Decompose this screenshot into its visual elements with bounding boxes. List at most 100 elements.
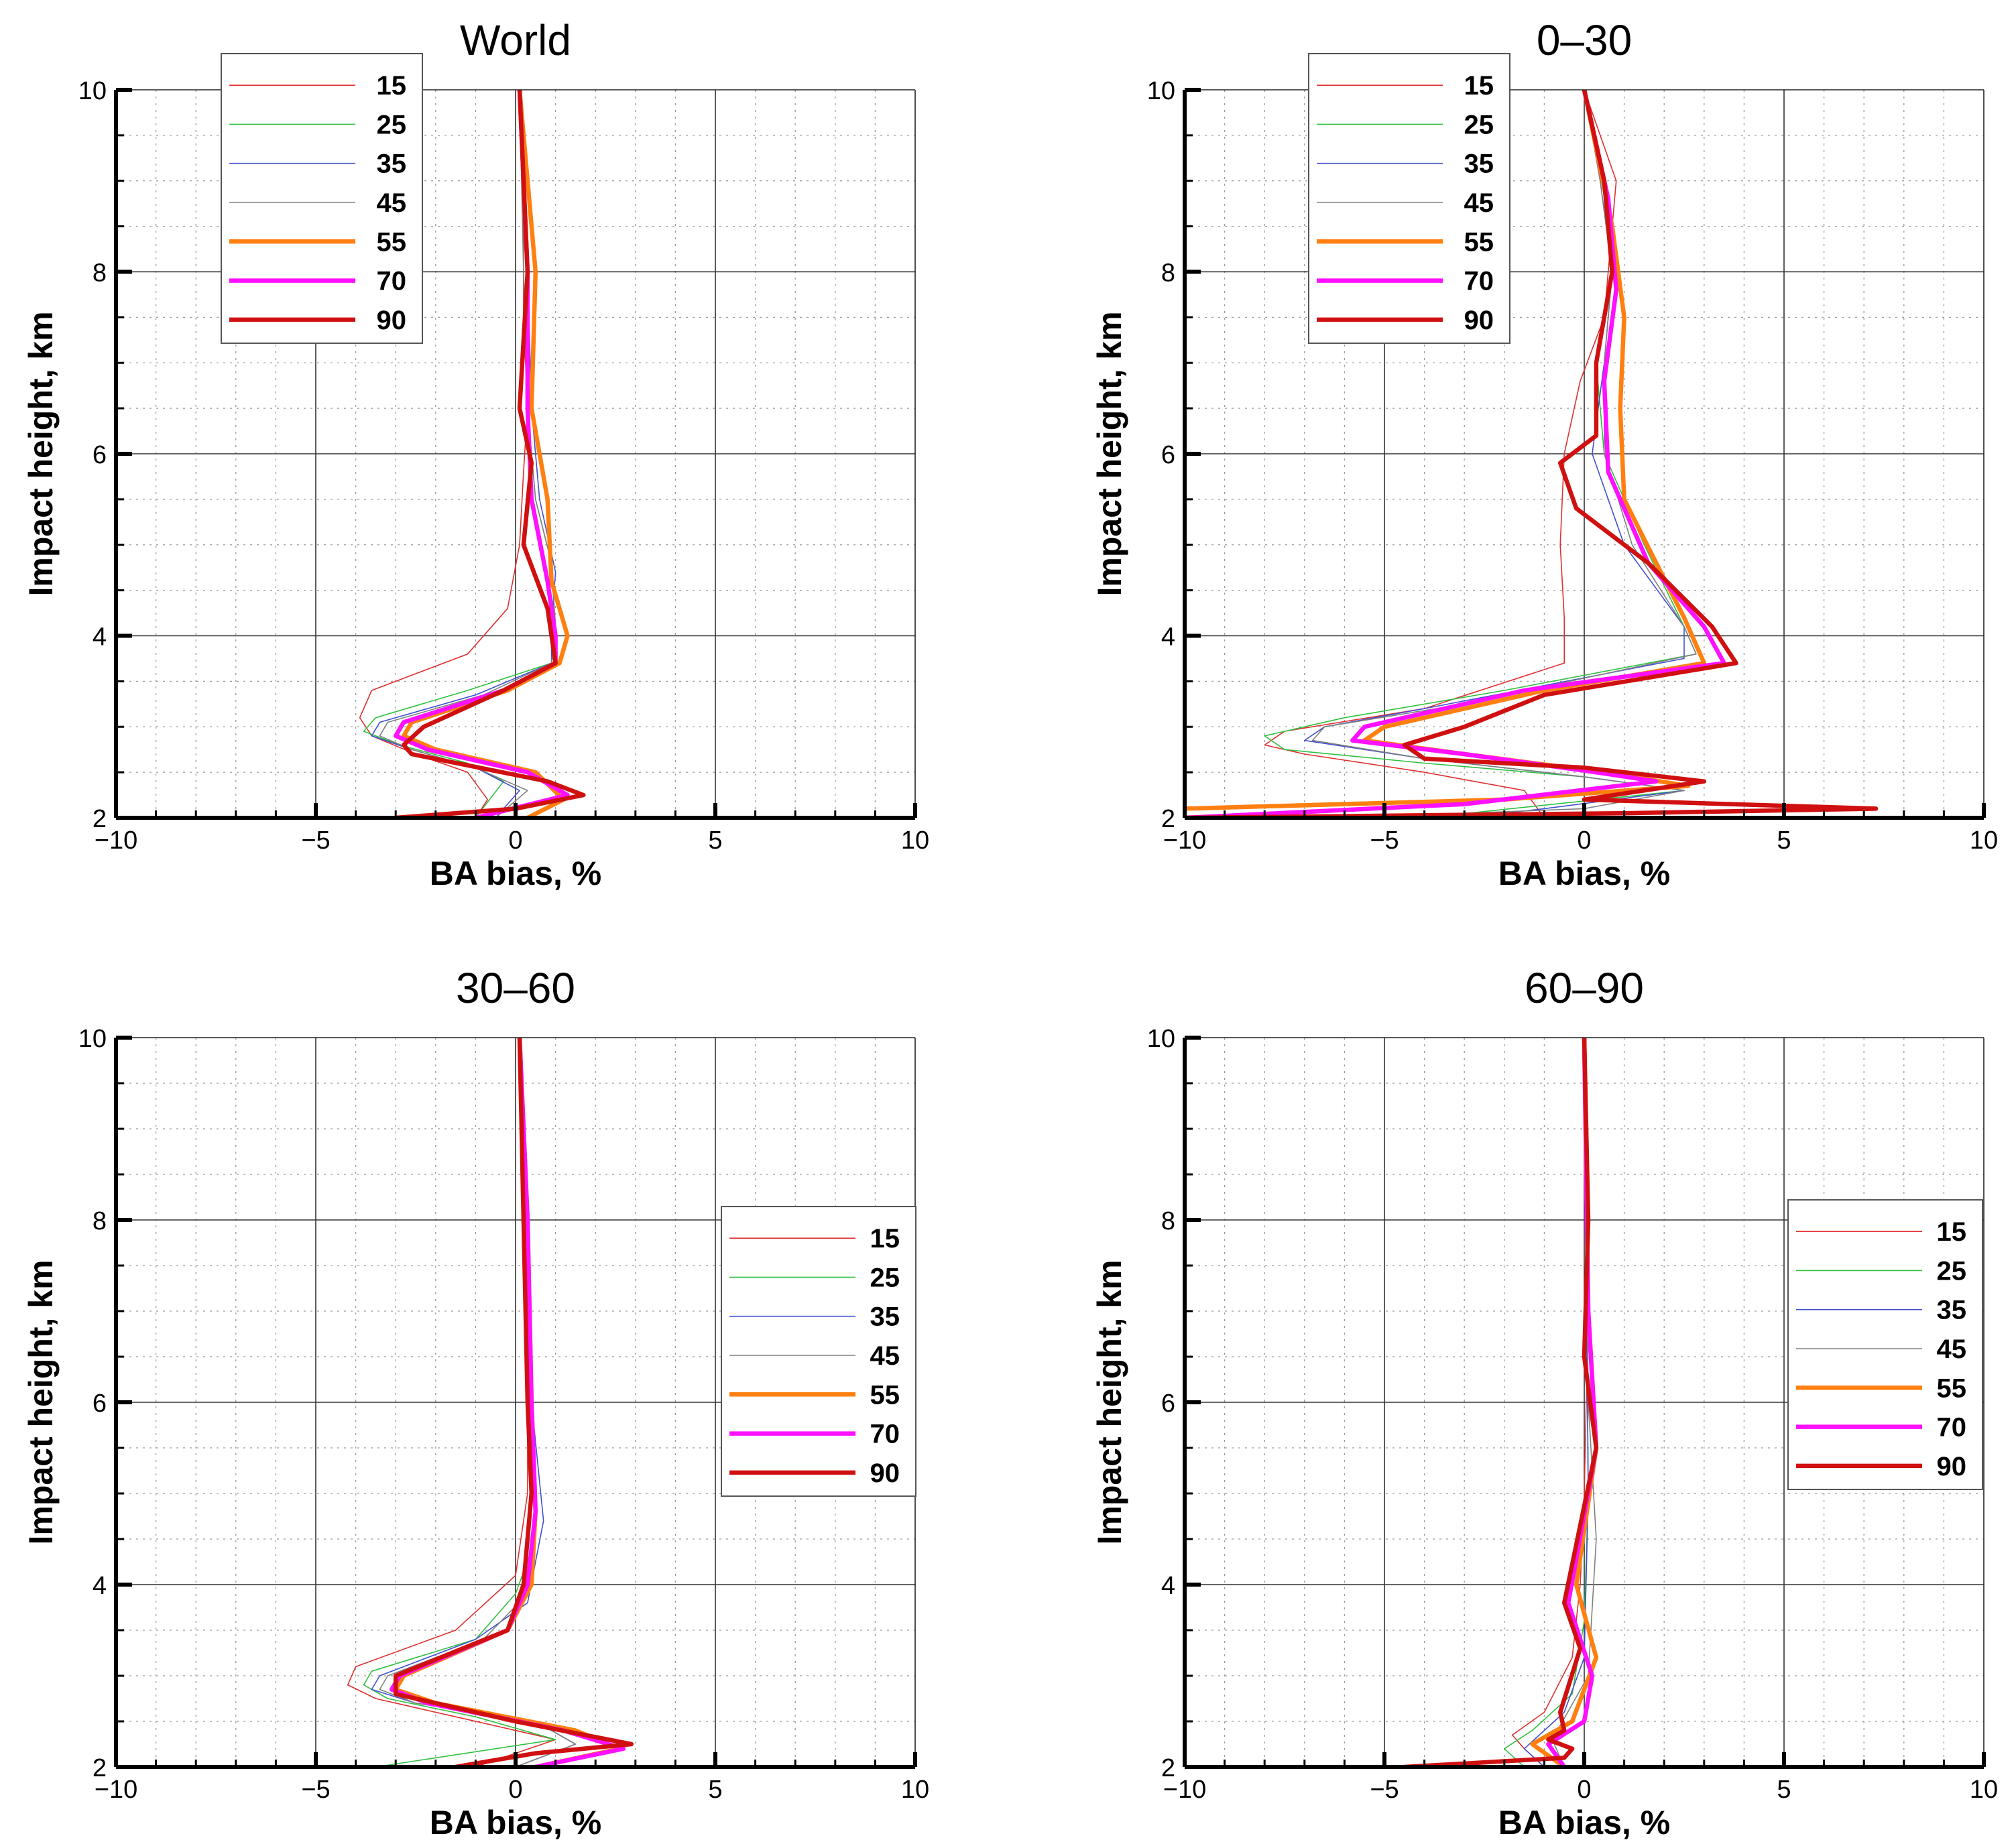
x-tick-label: 10 <box>901 1776 929 1804</box>
series-line-35 <box>1523 1038 1589 1767</box>
y-tick-label: 10 <box>78 1025 107 1053</box>
legend-label-15: 15 <box>377 71 407 101</box>
legend-label-70: 70 <box>1937 1413 1967 1443</box>
y-tick-label: 8 <box>1161 1207 1175 1235</box>
legend: 15 25 35 45 55 70 90 <box>221 53 423 344</box>
y-tick-label: 10 <box>1147 1025 1175 1053</box>
y-axis-label: Impact height, km <box>1091 1260 1128 1544</box>
y-tick-label: 6 <box>1161 441 1175 469</box>
grid <box>116 1038 915 1767</box>
x-tick-label: 5 <box>708 1776 722 1804</box>
series-group <box>359 90 586 818</box>
x-tick-label: 0 <box>1577 1776 1591 1804</box>
legend-label-15: 15 <box>1464 71 1494 101</box>
legend-label-35: 35 <box>1464 149 1494 179</box>
y-tick-label: 4 <box>93 1572 107 1600</box>
y-tick-label: 8 <box>1161 259 1175 288</box>
y-tick-label: 4 <box>1161 1572 1175 1600</box>
x-tick-label: 0 <box>508 1776 522 1804</box>
legend-label-35: 35 <box>870 1302 900 1332</box>
legend-label-35: 35 <box>1937 1296 1967 1325</box>
x-axis-label: BA bias, % <box>1498 855 1671 892</box>
legend-box <box>221 53 423 344</box>
series-line-70 <box>1185 90 1726 818</box>
series-group <box>347 1038 634 1767</box>
series-line-90 <box>1185 90 1879 818</box>
x-axis-label: BA bias, % <box>430 1804 602 1840</box>
y-tick-label: 8 <box>93 259 107 288</box>
panel-title: 60–90 <box>1525 964 1644 1012</box>
series-line-90 <box>393 90 586 818</box>
x-tick-label: 5 <box>1777 1776 1791 1804</box>
legend-label-25: 25 <box>870 1263 900 1292</box>
legend-label-90: 90 <box>1937 1452 1967 1481</box>
legend-label-70: 70 <box>870 1420 900 1449</box>
x-tick-label: −5 <box>1370 826 1399 855</box>
x-tick-label: −10 <box>1163 1776 1206 1804</box>
legend: 15 25 35 45 55 70 90 <box>721 1206 916 1497</box>
legend-label-45: 45 <box>377 188 407 218</box>
x-tick-label: −10 <box>95 826 137 855</box>
legend-label-45: 45 <box>870 1341 900 1371</box>
x-tick-label: −5 <box>301 826 330 855</box>
panel-1: −10 −5 0 5 10 2 4 6 8 10 World BA bias, % Impact hei… <box>22 16 929 892</box>
legend-label-70: 70 <box>377 267 407 296</box>
series-line-90 <box>1402 1038 1599 1767</box>
y-axis-label: Impact height, km <box>1091 311 1128 596</box>
panel-2: −10 −5 0 5 10 2 4 6 8 10 0–30 BA bias, % Impact heig… <box>1091 16 1998 892</box>
x-axis-label: BA bias, % <box>1498 1804 1671 1840</box>
x-tick-label: 10 <box>1970 1776 1998 1804</box>
legend-label-90: 90 <box>377 306 407 335</box>
x-tick-label: −10 <box>1163 826 1206 855</box>
legend: 15 25 35 45 55 70 90 <box>1787 1199 1983 1490</box>
panel-3: −10 −5 0 5 10 2 4 6 8 10 30–60 BA bias, % Impact hei… <box>22 964 929 1840</box>
legend-label-25: 25 <box>1464 110 1494 139</box>
y-tick-label: 4 <box>1161 623 1175 652</box>
legend-label-55: 55 <box>870 1380 900 1410</box>
x-tick-label: 10 <box>1970 826 1998 855</box>
x-tick-label: 5 <box>1777 826 1791 855</box>
panel-title: 0–30 <box>1537 16 1632 64</box>
legend-label-70: 70 <box>1464 267 1494 296</box>
legend-label-15: 15 <box>870 1224 900 1253</box>
legend-box <box>1787 1199 1983 1490</box>
legend-box <box>1308 53 1510 344</box>
legend-label-90: 90 <box>1464 306 1494 335</box>
x-tick-label: −5 <box>301 1776 330 1804</box>
panel-title: World <box>460 16 571 64</box>
legend-label-15: 15 <box>1937 1217 1967 1247</box>
panel-4: −10 −5 0 5 10 2 4 6 8 10 60–90 BA bias, % Impact hei… <box>1091 964 1998 1840</box>
y-tick-label: 2 <box>1161 805 1175 833</box>
y-tick-label: 4 <box>93 623 107 652</box>
legend-label-45: 45 <box>1937 1335 1967 1364</box>
x-tick-label: −5 <box>1370 1776 1399 1804</box>
x-tick-label: −10 <box>95 1776 137 1804</box>
series-group <box>1185 90 1879 818</box>
panel-title: 30–60 <box>456 964 575 1012</box>
y-tick-label: 2 <box>93 1754 107 1782</box>
x-tick-label: 0 <box>1577 826 1591 855</box>
legend: 15 25 35 45 55 70 90 <box>1308 53 1510 344</box>
y-tick-label: 6 <box>1161 1390 1175 1418</box>
x-tick-label: 5 <box>708 826 722 855</box>
series-line-15 <box>1264 90 1617 818</box>
y-tick-label: 6 <box>93 441 107 469</box>
y-tick-label: 10 <box>78 77 107 105</box>
y-axis-label: Impact height, km <box>22 1260 60 1544</box>
y-tick-label: 8 <box>93 1207 107 1235</box>
y-tick-label: 2 <box>93 805 107 833</box>
legend-label-35: 35 <box>377 149 407 179</box>
legend-label-45: 45 <box>1464 188 1494 218</box>
y-tick-label: 10 <box>1147 77 1175 105</box>
legend-label-25: 25 <box>1937 1256 1967 1286</box>
legend-label-55: 55 <box>377 227 407 257</box>
legend-label-55: 55 <box>1937 1373 1967 1403</box>
x-tick-label: 0 <box>508 826 522 855</box>
legend-box <box>721 1206 916 1497</box>
legend-label-55: 55 <box>1464 227 1494 257</box>
x-axis-label: BA bias, % <box>430 855 602 892</box>
series-group <box>1402 1038 1599 1767</box>
y-tick-label: 2 <box>1161 1754 1175 1782</box>
legend-label-25: 25 <box>377 110 407 139</box>
series-line-90 <box>393 1038 634 1767</box>
